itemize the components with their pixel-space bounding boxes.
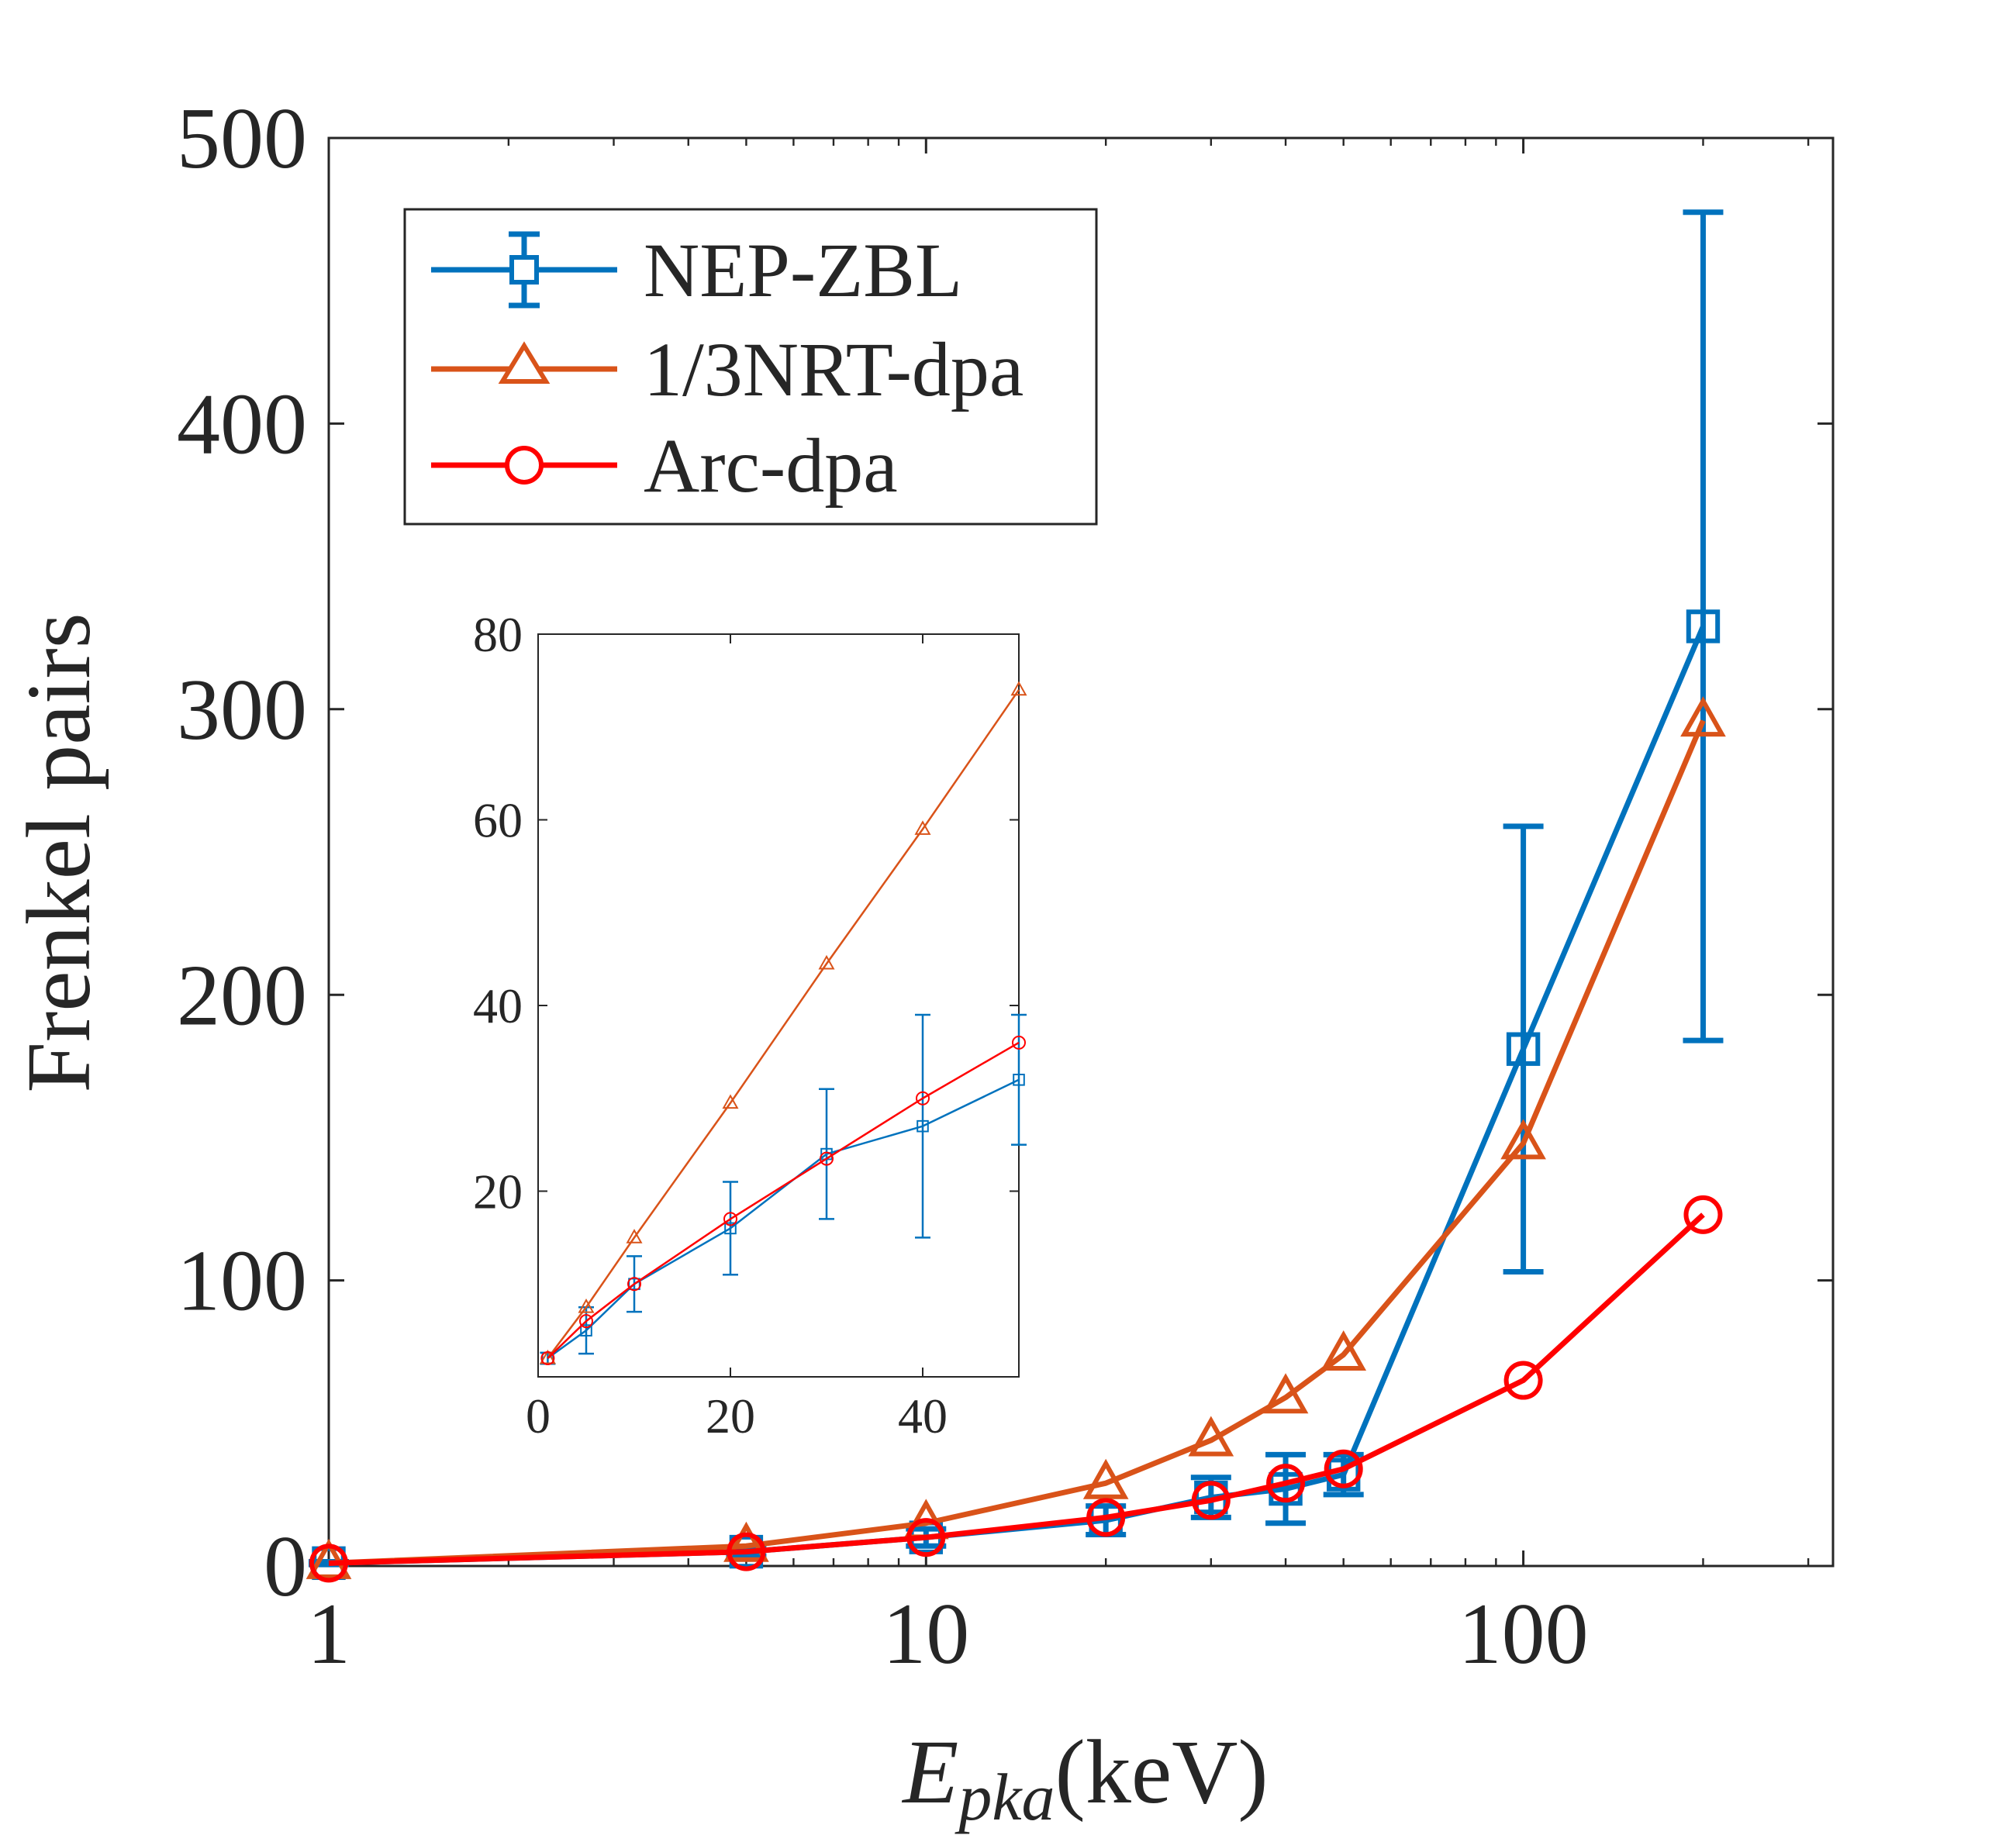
legend: NEP-ZBL 1/3NRT-dpa Arc-dpa (403, 208, 1098, 526)
main-line-nrt (328, 719, 1706, 1566)
inset-point-arc (820, 1151, 834, 1166)
inset-point-nrt (578, 1298, 595, 1313)
main-ytick-label: 300 (177, 662, 307, 758)
inset-point-nep (628, 1278, 640, 1291)
inset-ytick-label: 20 (473, 1164, 523, 1219)
inset-tick-labels: 20 40 60 80 0 20 40 (473, 607, 948, 1444)
main-point-arc (1324, 1449, 1363, 1488)
inset-xtick-label: 20 (706, 1388, 755, 1444)
inset-series (539, 681, 1027, 1366)
inset-point-nrt (914, 820, 931, 835)
main-point-arc (906, 1518, 946, 1557)
legend-entry-arc-dpa: Arc-dpa (431, 423, 898, 509)
main-point-arc (1683, 1195, 1723, 1234)
main-point-nrt (1188, 1416, 1234, 1457)
inset-xtick-label: 0 (526, 1388, 551, 1444)
main-point-nep (1506, 1032, 1541, 1066)
main-ytick-label: 200 (177, 947, 307, 1043)
inset-point-nep (1013, 1074, 1025, 1086)
inset-point-nep (724, 1222, 737, 1235)
main-point-arc (1503, 1361, 1543, 1400)
main-point-arc (309, 1544, 348, 1583)
main-point-nrt (1262, 1373, 1309, 1414)
inset-point-arc (916, 1091, 930, 1105)
inset-point-nrt (1010, 681, 1027, 696)
main-point-nep (1686, 609, 1721, 643)
inset-point-nep (580, 1324, 592, 1337)
y-axis-label: Frenkel pairs (8, 612, 109, 1092)
inset-point-arc (540, 1351, 555, 1366)
main-xtick-label: 1 (307, 1586, 350, 1682)
legend-label-nrt-dpa: 1/3NRT-dpa (644, 326, 1024, 412)
inset-ytick-label: 40 (473, 978, 523, 1033)
main-xtick-label: 10 (882, 1586, 969, 1682)
legend-label-arc-dpa: Arc-dpa (644, 423, 898, 509)
x-axis-label: Epka(keV) (901, 1721, 1268, 1834)
main-plot-frame (327, 136, 1835, 1568)
legend-entry-nrt-dpa: 1/3NRT-dpa (431, 326, 1024, 412)
main-series (306, 209, 1726, 1583)
legend-marker-nrt-dpa (498, 341, 551, 384)
main-point-nrt (723, 1521, 769, 1562)
inset-point-arc (579, 1314, 593, 1329)
main-point-arc (1086, 1498, 1126, 1537)
inset-line-nrt (547, 689, 1020, 1359)
main-point-nrt (1680, 696, 1726, 737)
main-xtick-label: 100 (1458, 1586, 1589, 1682)
main-point-arc (1191, 1481, 1231, 1520)
inset-ticks (537, 633, 1019, 1377)
main-ytick-label: 400 (177, 376, 307, 472)
inset-point-nep (917, 1119, 929, 1133)
inset-ytick-label: 60 (473, 792, 523, 847)
inset-point-arc (1012, 1035, 1026, 1050)
inset-point-arc (627, 1277, 641, 1292)
legend-label-nep-zbl: NEP-ZBL (644, 227, 962, 313)
inset-point-nrt (722, 1094, 739, 1109)
inset-point-nrt (626, 1229, 643, 1243)
inset-ytick-label: 80 (473, 607, 523, 662)
legend-entry-nep-zbl: NEP-ZBL (431, 227, 962, 313)
main-point-arc (727, 1532, 766, 1571)
inset-plot-frame (537, 633, 1020, 1378)
main-point-nrt (306, 1538, 352, 1579)
main-point-nrt (1082, 1458, 1129, 1499)
main-point-nrt (1500, 1119, 1546, 1160)
inset-axes: 20 40 60 80 0 20 40 (473, 607, 1027, 1444)
inset-point-arc (723, 1212, 737, 1226)
inset-point-nrt (818, 954, 835, 970)
main-line-arc (328, 1212, 1705, 1566)
main-ytick-label: 500 (177, 91, 307, 187)
legend-marker-arc-dpa (505, 446, 544, 485)
main-ytick-label: 0 (264, 1519, 307, 1615)
legend-marker-nep-zbl (509, 255, 539, 285)
inset-point-nrt (539, 1349, 556, 1364)
main-ytick-label: 100 (177, 1233, 307, 1330)
main-point-nrt (1320, 1330, 1367, 1371)
inset-xtick-label: 40 (898, 1388, 948, 1444)
inset-line-arc (547, 1041, 1020, 1359)
main-point-arc (1266, 1464, 1306, 1503)
